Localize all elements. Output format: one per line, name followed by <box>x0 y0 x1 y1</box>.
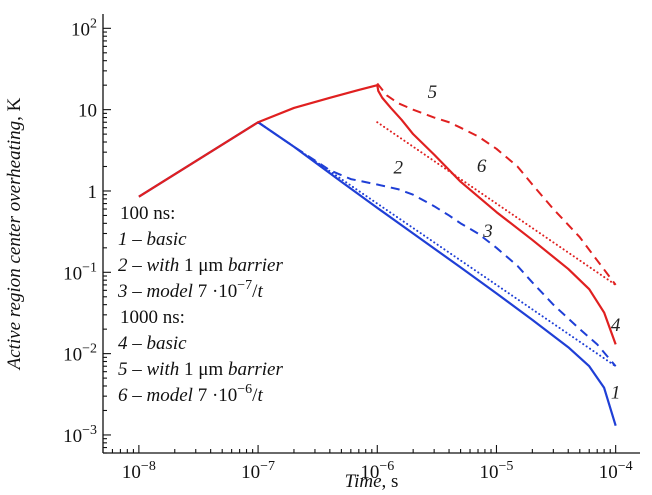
x-tick-exponent: −4 <box>618 459 633 474</box>
curve-label-3: 3 <box>482 221 493 242</box>
x-axis-title-italic: Time <box>345 471 382 492</box>
y-axis-title-unit: , K <box>4 97 25 121</box>
series-layer <box>138 82 617 427</box>
legend-group-header: 100 ns: <box>120 203 175 224</box>
series-2-line <box>257 121 617 367</box>
legend-item-part: 4 <box>118 333 128 354</box>
x-tick-base: 10 <box>480 462 499 483</box>
legend-item-part: −7 <box>237 278 252 293</box>
y-tick-label: 10−1 <box>63 260 97 284</box>
y-tick-exponent: 2 <box>90 16 97 31</box>
legend-item-part: – <box>128 385 147 406</box>
legend-item: 3 – model 7 ·10−7/t <box>117 278 263 302</box>
y-axis-title-italic: Active region center overheating <box>4 121 25 372</box>
y-tick-label: 10 <box>78 101 97 122</box>
legend-item-part: 1 μm <box>179 255 228 276</box>
y-tick-base: 10 <box>63 426 82 447</box>
y-tick-base: 10 <box>63 345 82 366</box>
y-tick-base: 10 <box>78 101 97 122</box>
y-tick-base: 10 <box>71 19 90 40</box>
legend-item-part: −6 <box>237 382 252 397</box>
x-tick-exponent: −6 <box>379 459 394 474</box>
x-tick-exponent: −5 <box>499 459 514 474</box>
legend-item-part: – <box>128 333 147 354</box>
x-tick-base: 10 <box>241 462 260 483</box>
legend-item-part: barrier <box>228 255 284 276</box>
x-axis-title: Time, s <box>345 471 399 492</box>
x-tick-label: 10−4 <box>599 459 633 483</box>
x-tick-exponent: −8 <box>141 459 156 474</box>
x-tick-exponent: −7 <box>260 459 275 474</box>
series-5-line <box>376 82 617 286</box>
x-axis-title-unit: , s <box>382 471 399 492</box>
y-tick-exponent: −2 <box>82 342 97 357</box>
series-6-line <box>376 121 617 286</box>
legend-item: 1 – basic <box>118 229 187 250</box>
curve-labels: 1 2 3 4 5 6 <box>394 82 621 404</box>
y-tick-label: 1 <box>88 182 98 203</box>
x-tick-base: 10 <box>122 462 141 483</box>
series-3-line <box>257 121 617 368</box>
series-4-line <box>138 84 617 345</box>
y-tick-base: 1 <box>88 182 98 203</box>
y-tick-label: 10−3 <box>63 423 97 447</box>
legend-item-part: / <box>252 385 258 406</box>
legend-group-header: 1000 ns: <box>120 307 185 328</box>
legend-item-part: basic <box>147 229 188 250</box>
legend-item-part: 2 <box>118 255 128 276</box>
y-tick-label: 10−2 <box>63 342 97 366</box>
x-tick-base: 10 <box>599 462 618 483</box>
legend-item-part: – <box>128 229 147 250</box>
legend-item: 6 – model 7 ·10−6/t <box>118 382 263 406</box>
legend-item-part: 6 <box>118 385 128 406</box>
legend-item-part: – <box>128 359 147 380</box>
x-tick-label: 10−7 <box>241 459 275 483</box>
legend-item-part: 7 ·10 <box>193 281 237 302</box>
legend-item: 2 – with 1 μm barrier <box>118 255 283 276</box>
legend-item: 4 – basic <box>118 333 187 354</box>
curve-label-6: 6 <box>477 156 487 177</box>
x-tick-label: 10−8 <box>122 459 156 483</box>
legend-item-part: 3 <box>117 281 128 302</box>
y-tick-exponent: −1 <box>82 260 97 275</box>
legend-item: 5 – with 1 μm barrier <box>118 359 283 380</box>
legend-item-part: with <box>147 359 180 380</box>
x-tick-base: 10 <box>360 462 379 483</box>
legend-item-part: model <box>147 281 193 302</box>
legend-item-part: t <box>257 385 263 406</box>
series-1-line <box>138 121 617 427</box>
legend-item-part: with <box>147 255 180 276</box>
legend-item-part: t <box>257 281 263 302</box>
legend-item-part: barrier <box>228 359 284 380</box>
legend-item-part: 7 ·10 <box>193 385 237 406</box>
x-tick-label: 10−5 <box>480 459 514 483</box>
curve-label-5: 5 <box>428 82 438 103</box>
legend-item-part: 1 <box>118 229 128 250</box>
legend-item-part: – <box>128 255 147 276</box>
y-tick-label: 102 <box>71 16 97 40</box>
curve-label-4: 4 <box>611 315 621 336</box>
curve-label-2: 2 <box>394 157 404 178</box>
y-tick-base: 10 <box>63 263 82 284</box>
legend-item-part: 5 <box>118 359 128 380</box>
legend-item-part: – <box>128 281 147 302</box>
legend-item-part: model <box>147 385 193 406</box>
legend-item-part: basic <box>147 333 188 354</box>
y-axis-title: Active region center overheating, K <box>4 97 25 371</box>
legend-item-part: 1 μm <box>179 359 228 380</box>
curve-label-1: 1 <box>611 383 621 404</box>
legend-item-part: / <box>252 281 258 302</box>
y-tick-exponent: −3 <box>82 423 97 438</box>
x-tick-label: 10−6 <box>360 459 394 483</box>
